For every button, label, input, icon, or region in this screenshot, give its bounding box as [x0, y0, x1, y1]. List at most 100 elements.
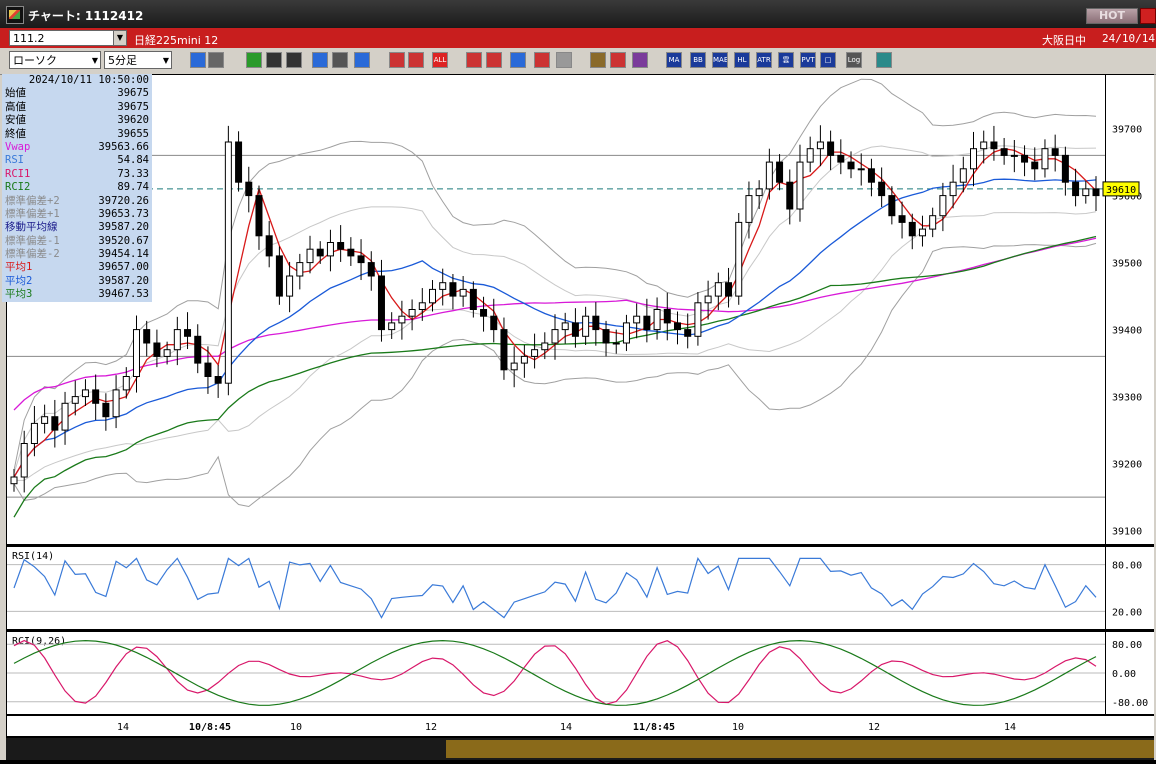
plusminus-icon[interactable] — [534, 52, 550, 68]
grid-icon[interactable] — [208, 52, 224, 68]
wrench-icon[interactable] — [610, 52, 626, 68]
info-value: 39563.66 — [98, 140, 149, 153]
bb-button[interactable]: BB — [690, 52, 706, 68]
candle-body — [898, 215, 906, 223]
mae-button-label: MAE — [713, 56, 728, 64]
document-icon[interactable] — [332, 52, 348, 68]
candle-body — [1072, 181, 1080, 197]
candle-body — [867, 168, 875, 183]
price-axis-label: 39500 — [1112, 259, 1142, 270]
time-axis — [7, 716, 1154, 736]
candle-body — [204, 362, 212, 378]
ichimoku-button[interactable]: 雲 — [778, 52, 794, 68]
undo-icon[interactable] — [312, 52, 328, 68]
palette-icon[interactable] — [632, 52, 648, 68]
candle-body — [163, 349, 171, 357]
candle-body — [500, 329, 508, 371]
candle-body — [970, 148, 978, 170]
info-row: RCI2 89.74 — [2, 181, 152, 194]
log-button[interactable]: Log — [846, 52, 862, 68]
chart-area[interactable]: 39700 39600 39500 39400 39300 39200 39100 39610… — [6, 74, 1154, 760]
info-value: 39653.73 — [98, 207, 149, 220]
info-row: 始値 39675 — [2, 87, 152, 100]
symbol-code-input[interactable]: 111.2 — [9, 30, 125, 46]
candle-body — [939, 195, 947, 217]
mae-button[interactable]: MAE — [712, 52, 728, 68]
hl-button-label: HL — [737, 56, 747, 64]
chart-type-select[interactable]: ローソク ▼ — [9, 51, 101, 69]
search-chart-icon[interactable] — [486, 52, 502, 68]
symbol-dropdown-icon[interactable]: ▼ — [113, 30, 127, 46]
candle-body — [265, 235, 273, 257]
candle-body — [633, 315, 641, 324]
candle-body — [286, 275, 294, 297]
info-label: 平均2 — [5, 274, 33, 287]
rsi-line — [13, 557, 1097, 619]
bb-button-label: BB — [693, 56, 703, 64]
hl-button[interactable]: HL — [734, 52, 750, 68]
info-value: 39657.00 — [98, 261, 149, 274]
time-axis-label: 10 — [732, 722, 744, 733]
info-label: 始値 — [5, 87, 26, 100]
info-label: 標準偏差+2 — [5, 194, 60, 207]
trash-icon[interactable] — [354, 52, 370, 68]
all-button[interactable]: ALL — [432, 52, 448, 68]
all-button-label: ALL — [433, 56, 447, 64]
rci-title: RCI(9,26) — [12, 636, 66, 647]
box-button[interactable]: □ — [820, 52, 836, 68]
info-value: 39655 — [117, 127, 149, 140]
pencil-icon[interactable] — [246, 52, 262, 68]
info-label: 標準偏差+1 — [5, 207, 60, 220]
candle-body — [480, 309, 488, 317]
price-axis-label: 39600 — [1112, 192, 1142, 203]
candle-body — [735, 221, 743, 297]
candle-body — [255, 195, 263, 237]
price-chart[interactable]: 39700 39600 39500 39400 39300 39200 39100 39610… — [6, 74, 1154, 760]
hot-button[interactable]: HOT — [1086, 8, 1138, 24]
zoom-icon[interactable] — [190, 52, 206, 68]
ma-button[interactable]: MA — [666, 52, 682, 68]
brush-icon[interactable] — [266, 52, 282, 68]
info-row: 平均1 39657.00 — [2, 261, 152, 274]
interval-select[interactable]: 5分足 ▼ — [104, 51, 172, 69]
candle-body — [449, 282, 457, 297]
info-label: RCI2 — [5, 181, 31, 194]
candle-body — [41, 416, 49, 424]
cursor-icon[interactable] — [286, 52, 302, 68]
lock-icon[interactable] — [556, 52, 572, 68]
candle-body — [245, 181, 253, 197]
time-axis-label: 12 — [868, 722, 880, 733]
pvt-button[interactable]: PVT — [800, 52, 816, 68]
candle-body — [827, 141, 835, 156]
candle-right-icon[interactable] — [408, 52, 424, 68]
rsi-level-label: 20.00 — [1112, 607, 1142, 618]
atr-button[interactable]: ATR — [756, 52, 772, 68]
candle-body — [847, 161, 855, 170]
bollinger-upper2 — [13, 78, 1097, 471]
current-price-text: 39610 — [1106, 185, 1136, 196]
candle-body — [908, 221, 916, 237]
rci2-line — [13, 639, 1097, 706]
candle-body — [153, 342, 161, 357]
atr-button-label: ATR — [757, 56, 771, 64]
close-icon[interactable] — [1140, 8, 1156, 24]
candle-body — [1092, 188, 1100, 197]
export-icon[interactable] — [876, 52, 892, 68]
candle-body — [306, 248, 314, 264]
candle-body — [990, 141, 998, 150]
candle-body — [786, 181, 794, 210]
candle-left-icon[interactable] — [389, 52, 405, 68]
candle-body — [561, 322, 569, 331]
info-value: 39587.20 — [98, 221, 149, 234]
trend-icon[interactable] — [510, 52, 526, 68]
title-bar[interactable]: チャート: 1112412 HOT — [0, 0, 1156, 28]
time-axis-label: 10/8:45 — [189, 722, 231, 733]
info-row: RSI 54.84 — [2, 154, 152, 167]
pin-icon[interactable] — [466, 52, 482, 68]
mesh-icon[interactable] — [590, 52, 606, 68]
time-axis-label: 14 — [560, 722, 572, 733]
candle-body — [1082, 188, 1090, 197]
candle-body — [469, 288, 477, 310]
candle-body — [541, 342, 549, 351]
